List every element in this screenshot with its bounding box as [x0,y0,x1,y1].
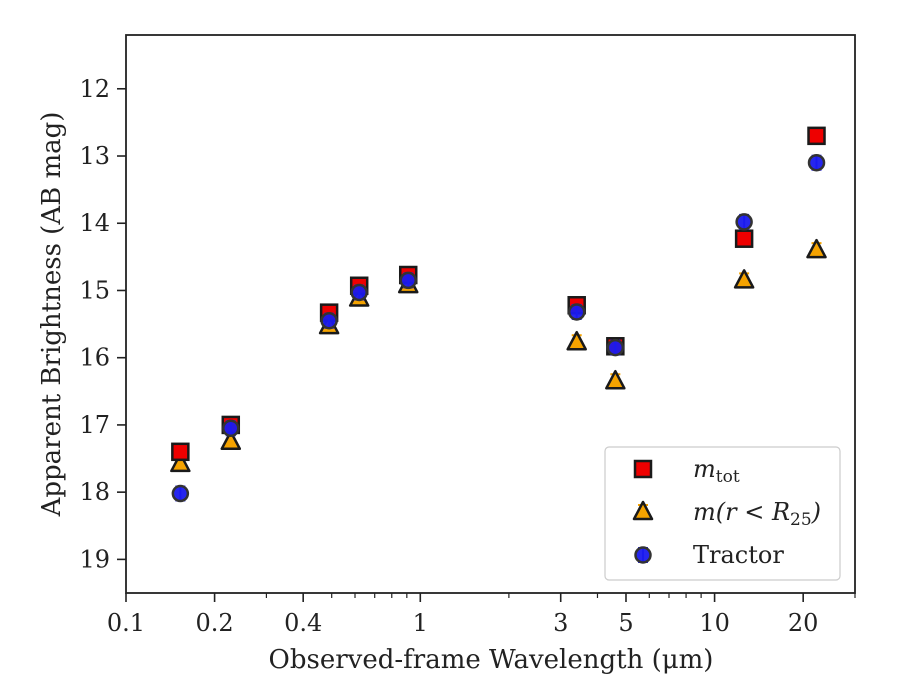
y-tick-label: 14 [79,209,110,237]
data-point [606,338,625,357]
data-point [350,283,368,302]
data-point [567,303,586,321]
legend-marker [633,459,653,479]
x-tick-label: 5 [618,609,633,637]
data-point [807,153,826,172]
data-point [320,311,338,330]
x-tick-label: 0.4 [284,609,322,637]
data-point [222,419,240,438]
data-point [171,484,190,503]
y-tick-label: 15 [79,276,110,304]
x-tick-label: 0.1 [107,609,145,637]
legend-entry: Tractor [634,541,784,569]
x-tick-label: 20 [788,609,819,637]
data-point [806,238,827,259]
legend: mtot m(r < R25) Tractor [604,446,841,581]
x-tick-label: 10 [699,609,730,637]
y-tick-label: 18 [79,478,110,506]
data-point [734,229,754,248]
y-tick-label: 16 [79,344,110,372]
legend-label: m(r < R25) [693,498,821,530]
data-point [807,126,826,146]
legend-entry: mtot [633,455,740,487]
legend-label: Tractor [693,541,784,569]
data-point [566,330,587,351]
data-point [171,442,190,462]
legend-entry: m(r < R25) [632,498,821,530]
data-point [735,213,753,231]
data-markers [170,126,827,503]
data-point [399,271,417,290]
legend-marker [634,546,652,564]
x-tick-label: 3 [553,609,568,637]
x-axis-label: Observed-frame Wavelength (μm) [269,645,714,675]
y-tick-label: 19 [79,545,110,573]
x-tick-label: 1 [413,609,428,637]
legend-label: mtot [693,455,740,487]
y-axis-label: Apparent Brightness (AB mag) [37,112,67,518]
y-tick-label: 12 [79,75,110,103]
data-point [733,269,755,289]
data-point [605,369,626,390]
axes-frame [125,34,856,594]
legend-box [604,446,841,581]
legend-marker [632,500,654,521]
y-tick-label: 13 [79,142,110,170]
y-tick-label: 17 [79,411,110,439]
x-tick-label: 0.2 [196,609,234,637]
